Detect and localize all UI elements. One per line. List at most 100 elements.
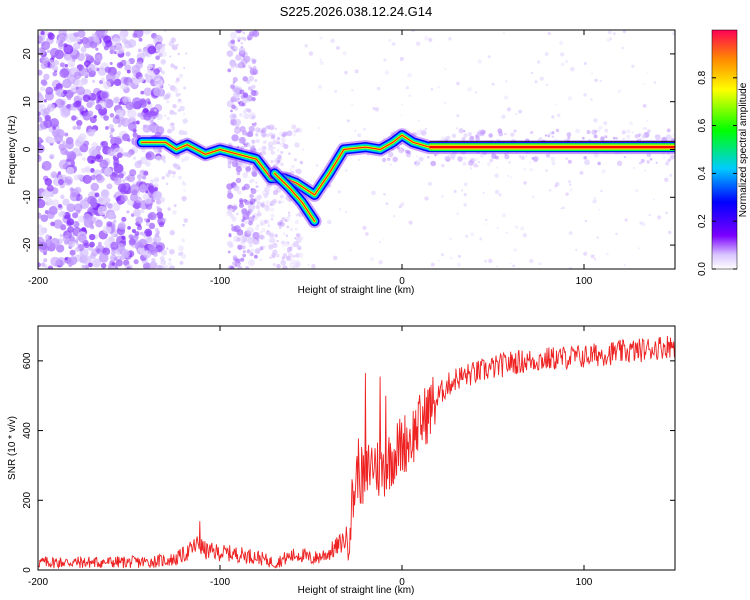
spectrogram-speckle bbox=[238, 136, 246, 144]
spectrogram-speckle bbox=[272, 164, 278, 170]
spectrogram-speckle bbox=[575, 128, 580, 134]
spectrogram-speckle bbox=[280, 150, 284, 154]
spectrogram-speckle bbox=[238, 47, 246, 54]
spectrogram-speckle bbox=[76, 119, 83, 127]
spectrogram-speckle bbox=[153, 86, 164, 97]
spectrogram-speckle bbox=[267, 183, 273, 188]
spectrogram-speckle bbox=[87, 155, 96, 164]
spectrogram-speckle bbox=[227, 190, 232, 195]
spectrogram-speckle bbox=[623, 155, 627, 159]
spectrogram-speckle bbox=[260, 202, 266, 208]
spectrogram-speckle bbox=[63, 43, 68, 48]
spectrogram-speckle bbox=[520, 155, 526, 161]
spectrogram-speckle bbox=[110, 241, 119, 250]
spectrogram-speckle bbox=[408, 94, 412, 98]
spectrogram-speckle bbox=[64, 33, 75, 43]
spectrogram-speckle bbox=[113, 219, 117, 223]
spectrogram-speckle bbox=[665, 211, 668, 215]
spectrogram-speckle bbox=[405, 149, 409, 154]
spectrogram-y-tick-label: -10 bbox=[22, 190, 33, 205]
spectrogram-speckle bbox=[57, 41, 64, 48]
spectrogram-speckle bbox=[555, 181, 560, 187]
spectrogram-speckle bbox=[142, 233, 147, 237]
spectrogram-speckle bbox=[183, 130, 188, 136]
spectrogram-speckle bbox=[655, 134, 661, 141]
spectrogram-speckle bbox=[608, 39, 611, 43]
spectrogram-speckle bbox=[166, 182, 169, 185]
spectrogram-speckle bbox=[539, 136, 543, 140]
spectrogram-speckle bbox=[590, 98, 593, 101]
spectrogram-speckle bbox=[281, 216, 286, 221]
spectrogram-speckle bbox=[621, 130, 626, 135]
spectrogram-speckle bbox=[160, 155, 166, 161]
spectrogram-speckle bbox=[292, 254, 296, 258]
spectrogram-speckle bbox=[82, 213, 92, 223]
spectrogram-speckle bbox=[258, 234, 264, 240]
spectrogram-speckle bbox=[237, 39, 241, 42]
spectrogram-speckle bbox=[251, 115, 256, 120]
spectrogram-speckle bbox=[142, 124, 147, 129]
spectrogram-speckle bbox=[581, 136, 585, 140]
spectrogram-speckle bbox=[177, 175, 183, 180]
spectrogram-speckle bbox=[443, 156, 448, 160]
spectrogram-speckle bbox=[345, 210, 348, 213]
spectrogram-speckle bbox=[667, 230, 672, 235]
spectrogram-speckle bbox=[167, 207, 171, 211]
spectrogram-speckle bbox=[272, 263, 276, 267]
spectrogram-speckle bbox=[58, 203, 62, 208]
spectrogram-speckle bbox=[266, 184, 269, 187]
spectrogram-speckle bbox=[232, 92, 239, 99]
spectrogram-speckle bbox=[637, 247, 641, 250]
spectrogram-speckle bbox=[583, 92, 587, 97]
spectrogram-speckle bbox=[43, 99, 47, 103]
spectrogram-speckle bbox=[95, 103, 103, 111]
spectrogram-speckle bbox=[273, 146, 276, 149]
spectrogram-speckle bbox=[137, 223, 142, 228]
spectrogram-speckle bbox=[334, 90, 338, 93]
spectrogram-speckle bbox=[100, 189, 109, 198]
spectrogram-speckle bbox=[82, 255, 92, 266]
spectrogram-speckle bbox=[276, 263, 281, 269]
spectrogram-speckle bbox=[294, 237, 297, 240]
spectrogram-speckle bbox=[445, 135, 451, 141]
spectrogram-speckle bbox=[40, 214, 49, 223]
spectrogram-speckle bbox=[50, 221, 55, 227]
spectrogram-speckle bbox=[132, 132, 138, 138]
spectrogram-speckle bbox=[463, 193, 467, 197]
spectrogram-speckle bbox=[173, 87, 179, 93]
spectrogram-speckle bbox=[530, 72, 534, 75]
spectrogram-speckle bbox=[596, 236, 600, 239]
spectrogram-speckle bbox=[569, 188, 573, 192]
spectrogram-speckle bbox=[97, 241, 102, 246]
spectrogram-speckle bbox=[591, 129, 597, 135]
spectrogram-speckle bbox=[38, 69, 43, 76]
spectrogram-speckle bbox=[672, 133, 675, 136]
spectrogram-speckle bbox=[558, 40, 564, 46]
spectrogram-speckle bbox=[665, 159, 670, 164]
spectrogram-speckle bbox=[240, 146, 245, 151]
spectrogram-speckle bbox=[147, 185, 155, 192]
spectrogram-speckle bbox=[262, 140, 267, 144]
spectrogram-speckle bbox=[259, 132, 262, 135]
spectrogram-speckle bbox=[143, 112, 152, 121]
spectrogram-speckle bbox=[473, 163, 478, 168]
spectrogram-speckle bbox=[270, 150, 275, 155]
spectrogram-speckle bbox=[603, 135, 607, 138]
spectrogram-speckle bbox=[109, 45, 116, 52]
spectrogram-speckle bbox=[272, 249, 278, 255]
spectrogram-speckle bbox=[354, 129, 357, 132]
spectrogram-speckle bbox=[140, 90, 145, 95]
spectrogram-speckle bbox=[166, 247, 169, 250]
spectrogram-speckle bbox=[277, 200, 282, 204]
spectrogram-speckle bbox=[165, 172, 171, 178]
spectrogram-speckle bbox=[351, 103, 354, 107]
spectrogram-speckle bbox=[280, 221, 285, 227]
spectrogram-speckle bbox=[460, 189, 464, 192]
spectrogram-speckle bbox=[171, 126, 176, 130]
spectrogram-speckle bbox=[496, 265, 498, 268]
spectrogram-speckle bbox=[109, 113, 115, 118]
spectrogram-speckle bbox=[254, 121, 257, 125]
spectrogram-speckle bbox=[81, 226, 87, 233]
spectrogram-speckle bbox=[258, 147, 262, 152]
spectrogram-speckle bbox=[109, 134, 113, 139]
